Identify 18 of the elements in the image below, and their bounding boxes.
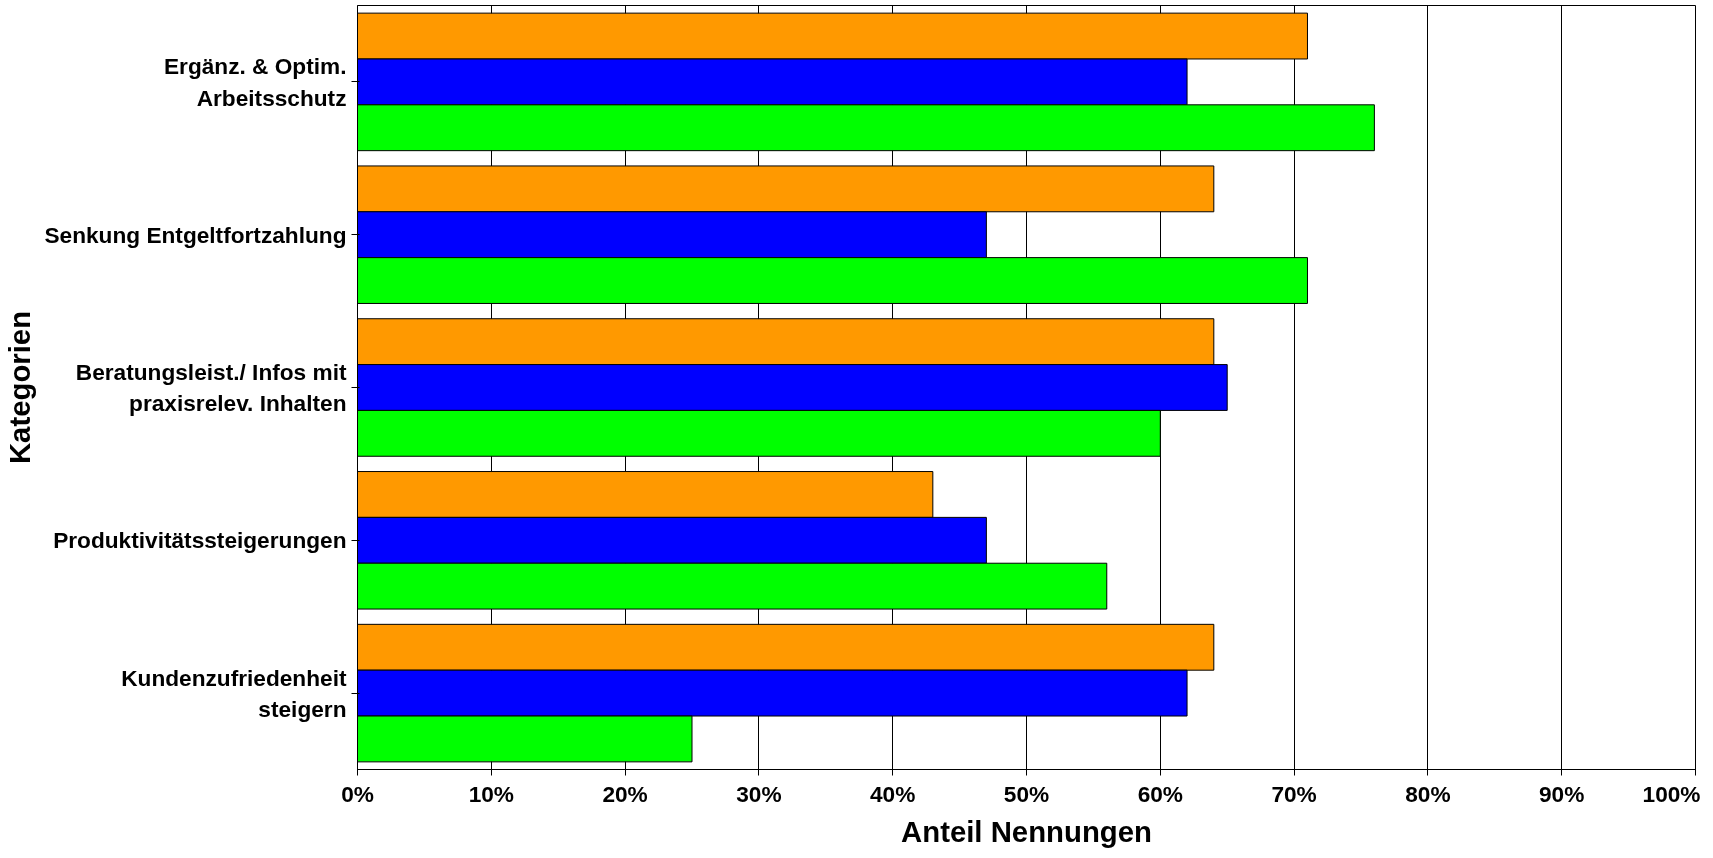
- y-tick-label: Kundenzufriedenheit steigern: [121, 664, 347, 722]
- x-tick-label: 100%: [1642, 780, 1701, 807]
- x-tick-label: 80%: [1405, 780, 1451, 807]
- x-tick-label: 90%: [1539, 780, 1585, 807]
- y-tick-label: Senkung Entgeltfortzahlung: [44, 221, 347, 248]
- y-axis-title: Kategorien: [3, 310, 37, 465]
- x-tick-label: 10%: [468, 780, 514, 807]
- y-tick-label: Produktivitätssteigerungen: [53, 527, 347, 554]
- x-tick-label: 60%: [1137, 780, 1183, 807]
- x-axis-title: Anteil Nennungen: [901, 814, 1152, 848]
- y-tick-label: Beratungsleist./ Infos mit praxisrelev. Inhalten: [75, 358, 347, 417]
- x-tick-label: 30%: [736, 780, 782, 807]
- x-tick-label: 20%: [602, 780, 648, 807]
- x-tick-label: 40%: [870, 780, 916, 807]
- x-tick-label: 70%: [1271, 780, 1317, 807]
- x-tick-label: 50%: [1003, 780, 1050, 807]
- x-tick-label: 0%: [341, 780, 374, 807]
- y-tick-label: Ergänz. & Optim. Arbeitsschutz: [163, 53, 347, 111]
